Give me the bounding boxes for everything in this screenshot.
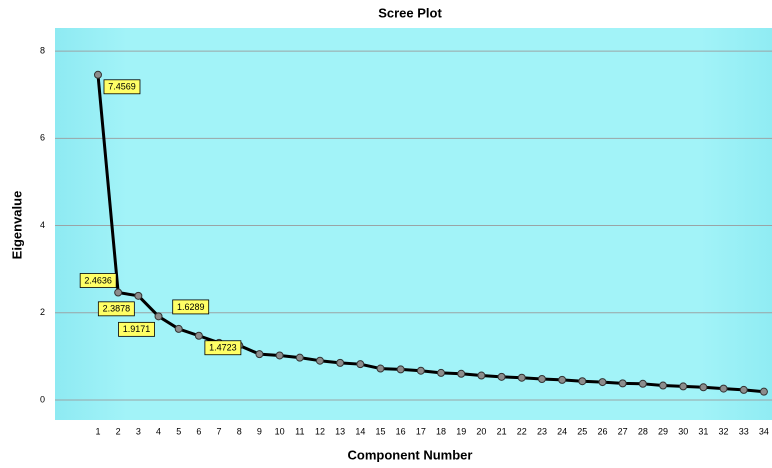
y-tick-label: 4 (40, 220, 45, 230)
point (740, 386, 747, 393)
x-tick-label: 1 (95, 426, 100, 436)
point (458, 370, 465, 377)
x-tick-label: 34 (759, 426, 769, 436)
point (639, 380, 646, 387)
point (498, 373, 505, 380)
x-tick-label: 29 (658, 426, 668, 436)
value-label: 2.4636 (84, 275, 112, 285)
x-tick-label: 26 (597, 426, 607, 436)
point (155, 313, 162, 320)
x-tick-label: 18 (436, 426, 446, 436)
point (538, 376, 545, 383)
point (357, 361, 364, 368)
point (377, 365, 384, 372)
y-tick-label: 6 (40, 133, 45, 143)
x-tick-label: 20 (476, 426, 486, 436)
x-tick-label: 10 (275, 426, 285, 436)
point (518, 374, 525, 381)
x-tick-label: 11 (295, 426, 304, 436)
value-label: 2.3878 (103, 304, 131, 314)
point (660, 382, 667, 389)
x-tick-label: 31 (698, 426, 708, 436)
x-tick-label: 6 (196, 426, 201, 436)
point (337, 359, 344, 366)
x-tick-label: 2 (116, 426, 121, 436)
point (579, 378, 586, 385)
y-axis-title: Eigenvalue (9, 191, 24, 260)
point (680, 383, 687, 390)
point (175, 325, 182, 332)
x-tick-label: 15 (375, 426, 385, 436)
x-tick-label: 9 (257, 426, 262, 436)
x-tick-label: 17 (416, 426, 426, 436)
chart: Scree Plot Component Number Eigenvalue 0… (0, 0, 772, 468)
x-tick-label: 14 (355, 426, 365, 436)
value-label: 7.4569 (108, 82, 136, 92)
point (720, 385, 727, 392)
value-label: 1.9171 (123, 324, 151, 334)
x-tick-label: 27 (618, 426, 628, 436)
x-tick-label: 3 (136, 426, 141, 436)
x-tick-label: 13 (335, 426, 345, 436)
point (276, 352, 283, 359)
point (478, 372, 485, 379)
x-tick-label: 19 (456, 426, 466, 436)
point (559, 376, 566, 383)
point (195, 332, 202, 339)
x-tick-label: 21 (497, 426, 507, 436)
x-tick-label: 33 (739, 426, 749, 436)
x-tick-label: 16 (396, 426, 406, 436)
chart-title: Scree Plot (378, 5, 442, 20)
point (438, 369, 445, 376)
point (135, 292, 142, 299)
x-tick-label: 8 (237, 426, 242, 436)
point (316, 357, 323, 364)
x-tick-label: 5 (176, 426, 181, 436)
x-tick-label: 22 (517, 426, 527, 436)
value-label: 1.4723 (209, 343, 237, 353)
point (256, 351, 263, 358)
point (599, 379, 606, 386)
x-tick-label: 25 (577, 426, 587, 436)
point (397, 366, 404, 373)
x-tick-label: 32 (719, 426, 729, 436)
x-tick-label: 24 (557, 426, 567, 436)
y-tick-label: 0 (40, 394, 45, 404)
y-tick-label: 2 (40, 307, 45, 317)
x-tick-label: 23 (537, 426, 547, 436)
point (94, 71, 101, 78)
y-tick-label: 8 (40, 45, 45, 55)
value-label: 1.6289 (177, 302, 205, 312)
point (296, 354, 303, 361)
x-tick-label: 4 (156, 426, 161, 436)
x-tick-label: 7 (217, 426, 222, 436)
point (619, 380, 626, 387)
x-tick-label: 12 (315, 426, 325, 436)
point (115, 289, 122, 296)
x-tick-label: 28 (638, 426, 648, 436)
point (417, 367, 424, 374)
plot-area (55, 28, 772, 420)
point (760, 388, 767, 395)
point (700, 384, 707, 391)
x-tick-label: 30 (678, 426, 688, 436)
x-axis-title: Component Number (348, 447, 473, 462)
